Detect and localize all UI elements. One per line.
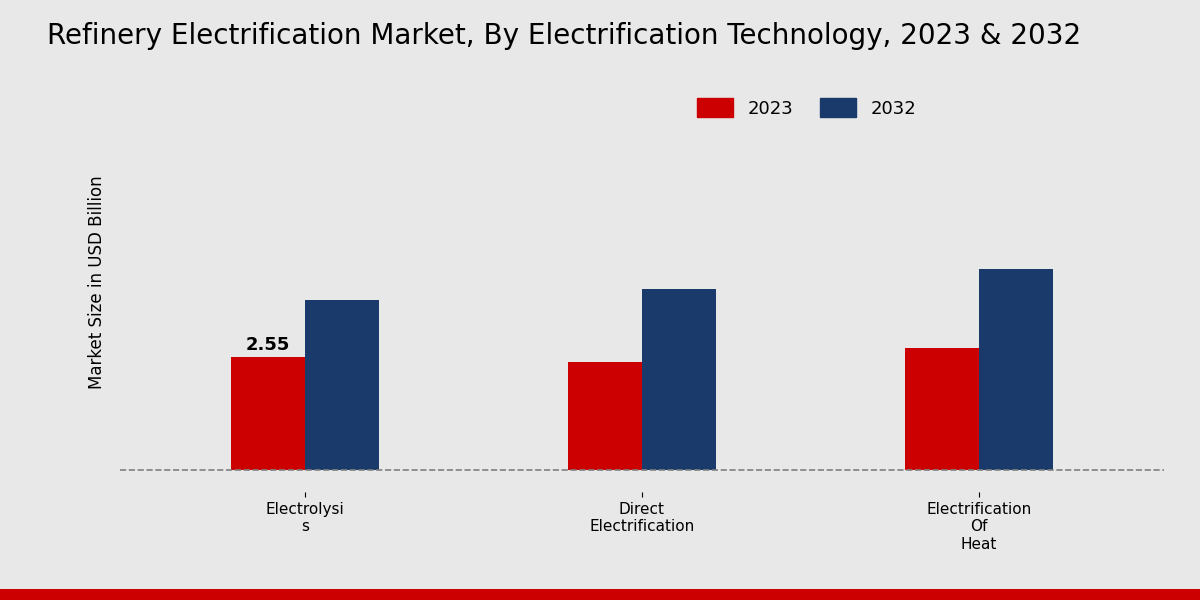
Bar	[979, 269, 1052, 470]
Y-axis label: Market Size in USD Billion: Market Size in USD Billion	[88, 175, 106, 389]
Bar	[305, 299, 379, 470]
Text: 2.55: 2.55	[246, 335, 290, 353]
Text: Refinery Electrification Market, By Electrification Technology, 2023 & 2032: Refinery Electrification Market, By Elec…	[47, 22, 1081, 50]
Bar	[568, 362, 642, 470]
Bar	[232, 357, 305, 470]
Bar	[642, 289, 716, 470]
Legend: 2023, 2032: 2023, 2032	[688, 89, 925, 127]
Bar	[905, 349, 979, 470]
